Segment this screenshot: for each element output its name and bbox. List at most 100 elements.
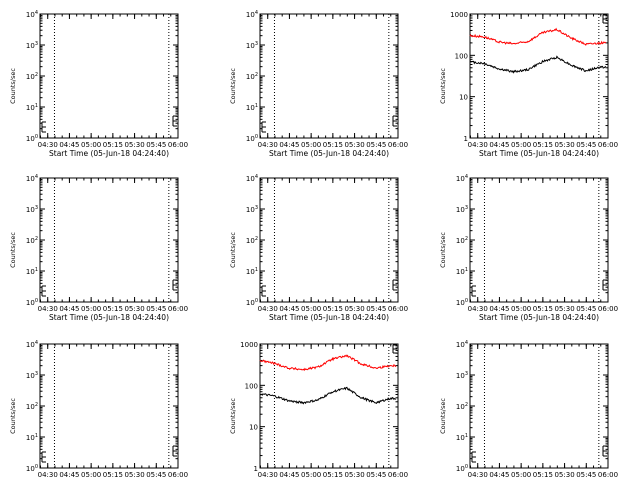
x-tick-label: 06:00 (598, 471, 618, 479)
y-tick-label: 100 (245, 382, 258, 390)
x-tick-label: 04:30 (38, 305, 58, 313)
x-tick-label: 05:00 (81, 141, 101, 149)
y-tick-label: 103 (456, 205, 468, 214)
y-tick-label: 1 (254, 465, 258, 473)
x-tick-label: 04:30 (468, 471, 488, 479)
x-tick-label: 05:30 (554, 305, 574, 313)
y-tick-label: 104 (26, 10, 38, 19)
lld-series-line (259, 354, 397, 372)
y-axis-label: Counts/sec (229, 398, 237, 434)
y-tick-label: 104 (26, 174, 38, 183)
x-tick-label: 06:00 (388, 141, 408, 149)
x-tick-label: 05:00 (511, 141, 531, 149)
x-tick-label: 05:15 (103, 141, 123, 149)
y-tick-label: 103 (26, 205, 38, 214)
x-tick-label: 04:30 (468, 305, 488, 313)
y-tick-label: 101 (456, 267, 468, 276)
x-tick-label: 05:45 (146, 305, 166, 313)
x-tick-label: 04:30 (258, 141, 278, 149)
y-tick-label: 102 (456, 402, 468, 411)
x-tick-label: 05:00 (301, 471, 321, 479)
y-axis-label: Counts/sec (9, 232, 17, 268)
plot-frame (39, 13, 179, 139)
y-tick-label: 100 (246, 298, 258, 307)
plot-frame (259, 177, 399, 303)
y-axis-label: Counts/sec (439, 398, 447, 434)
x-tick-label: 06:00 (598, 141, 618, 149)
chart-panel: 100 101 102 103 104 04:30 04:45 05:00 05:15 05:30… (439, 174, 618, 322)
y-tick-label: 104 (26, 340, 38, 349)
y-tick-label: 10 (459, 94, 468, 102)
events-series-line (259, 386, 397, 405)
plot-frame (259, 343, 399, 469)
y-tick-label: 101 (246, 103, 258, 112)
chart-panel: 100 101 102 103 104 04:30 04:45 05:00 05:15 05:30… (229, 174, 408, 322)
y-tick-label: 103 (246, 205, 258, 214)
y-tick-label: 101 (26, 267, 38, 276)
y-axis-label: Counts/sec (439, 68, 447, 104)
x-tick-label: 05:15 (103, 305, 123, 313)
x-tick-label: 05:45 (146, 471, 166, 479)
x-tick-label: 05:45 (366, 141, 386, 149)
y-tick-label: 103 (26, 371, 38, 380)
x-axis-label: Start Time (05-Jun-18 04:24:40) (49, 149, 169, 158)
y-tick-label: 100 (26, 298, 38, 307)
x-tick-label: 05:30 (124, 471, 144, 479)
y-axis-label: Counts/sec (9, 398, 17, 434)
x-axis-label: Start Time (05-Jun-18 04:24:40) (269, 149, 389, 158)
x-tick-label: 05:30 (554, 141, 574, 149)
x-tick-label: 05:30 (344, 141, 364, 149)
x-tick-label: 05:15 (323, 305, 343, 313)
x-tick-label: 04:30 (468, 141, 488, 149)
y-tick-label: 102 (246, 72, 258, 81)
y-tick-label: 1 (464, 135, 468, 143)
x-tick-label: 05:15 (323, 471, 343, 479)
x-tick-label: 04:30 (258, 471, 278, 479)
y-tick-label: 102 (26, 236, 38, 245)
x-tick-label: 05:00 (511, 305, 531, 313)
x-tick-label: 06:00 (598, 305, 618, 313)
x-axis-label: Start Time (05-Jun-18 04:24:40) (479, 313, 599, 322)
x-tick-label: 04:30 (38, 471, 58, 479)
x-tick-label: 05:45 (576, 471, 596, 479)
plot-frame (469, 13, 609, 139)
y-tick-label: 104 (456, 174, 468, 183)
y-tick-label: 100 (456, 298, 468, 307)
x-axis-label: Start Time (05-Jun-18 04:24:40) (479, 149, 599, 158)
x-tick-label: 05:30 (344, 305, 364, 313)
x-tick-label: 05:45 (576, 305, 596, 313)
x-tick-label: 05:15 (103, 471, 123, 479)
chart-panel: 1 10 100 1000 04:30 04:45 05:00 05:15 05:30 05:45… (439, 11, 618, 158)
y-tick-label: 104 (456, 340, 468, 349)
x-tick-label: 05:15 (533, 141, 553, 149)
y-tick-label: 100 (246, 134, 258, 143)
x-tick-label: 05:00 (301, 305, 321, 313)
plot-frame (469, 343, 609, 469)
x-tick-label: 06:00 (168, 305, 188, 313)
y-tick-label: 100 (456, 464, 468, 473)
x-tick-label: 05:00 (81, 305, 101, 313)
y-tick-label: 103 (246, 41, 258, 50)
chart-panel: 100 101 102 103 104 04:30 04:45 05:00 05:15 05:30… (439, 340, 618, 480)
y-tick-label: 100 (455, 52, 468, 60)
plot-frame (469, 177, 609, 303)
y-axis-label: Counts/sec (9, 68, 17, 104)
chart-panel: 100 101 102 103 104 04:30 04:45 05:00 05:15 05:30… (9, 10, 188, 158)
y-tick-label: 1000 (450, 11, 468, 19)
x-tick-label: 05:45 (146, 141, 166, 149)
x-tick-label: 05:30 (554, 471, 574, 479)
x-tick-label: 04:45 (489, 141, 509, 149)
x-tick-label: 04:45 (279, 305, 299, 313)
x-axis-label: Start Time (05-Jun-18 04:24:40) (269, 313, 389, 322)
x-tick-label: 04:45 (489, 305, 509, 313)
y-tick-label: 101 (246, 267, 258, 276)
x-tick-label: 04:45 (279, 471, 299, 479)
events-series-line (469, 55, 607, 74)
x-tick-label: 04:30 (38, 141, 58, 149)
chart-panel: 1 10 100 1000 04:30 04:45 05:00 05:15 05:30 05:45… (229, 341, 408, 480)
x-tick-label: 05:45 (576, 141, 596, 149)
x-tick-label: 05:00 (301, 141, 321, 149)
chart-panel: 100 101 102 103 104 04:30 04:45 05:00 05:15 05:30… (229, 10, 408, 158)
x-tick-label: 05:00 (511, 471, 531, 479)
